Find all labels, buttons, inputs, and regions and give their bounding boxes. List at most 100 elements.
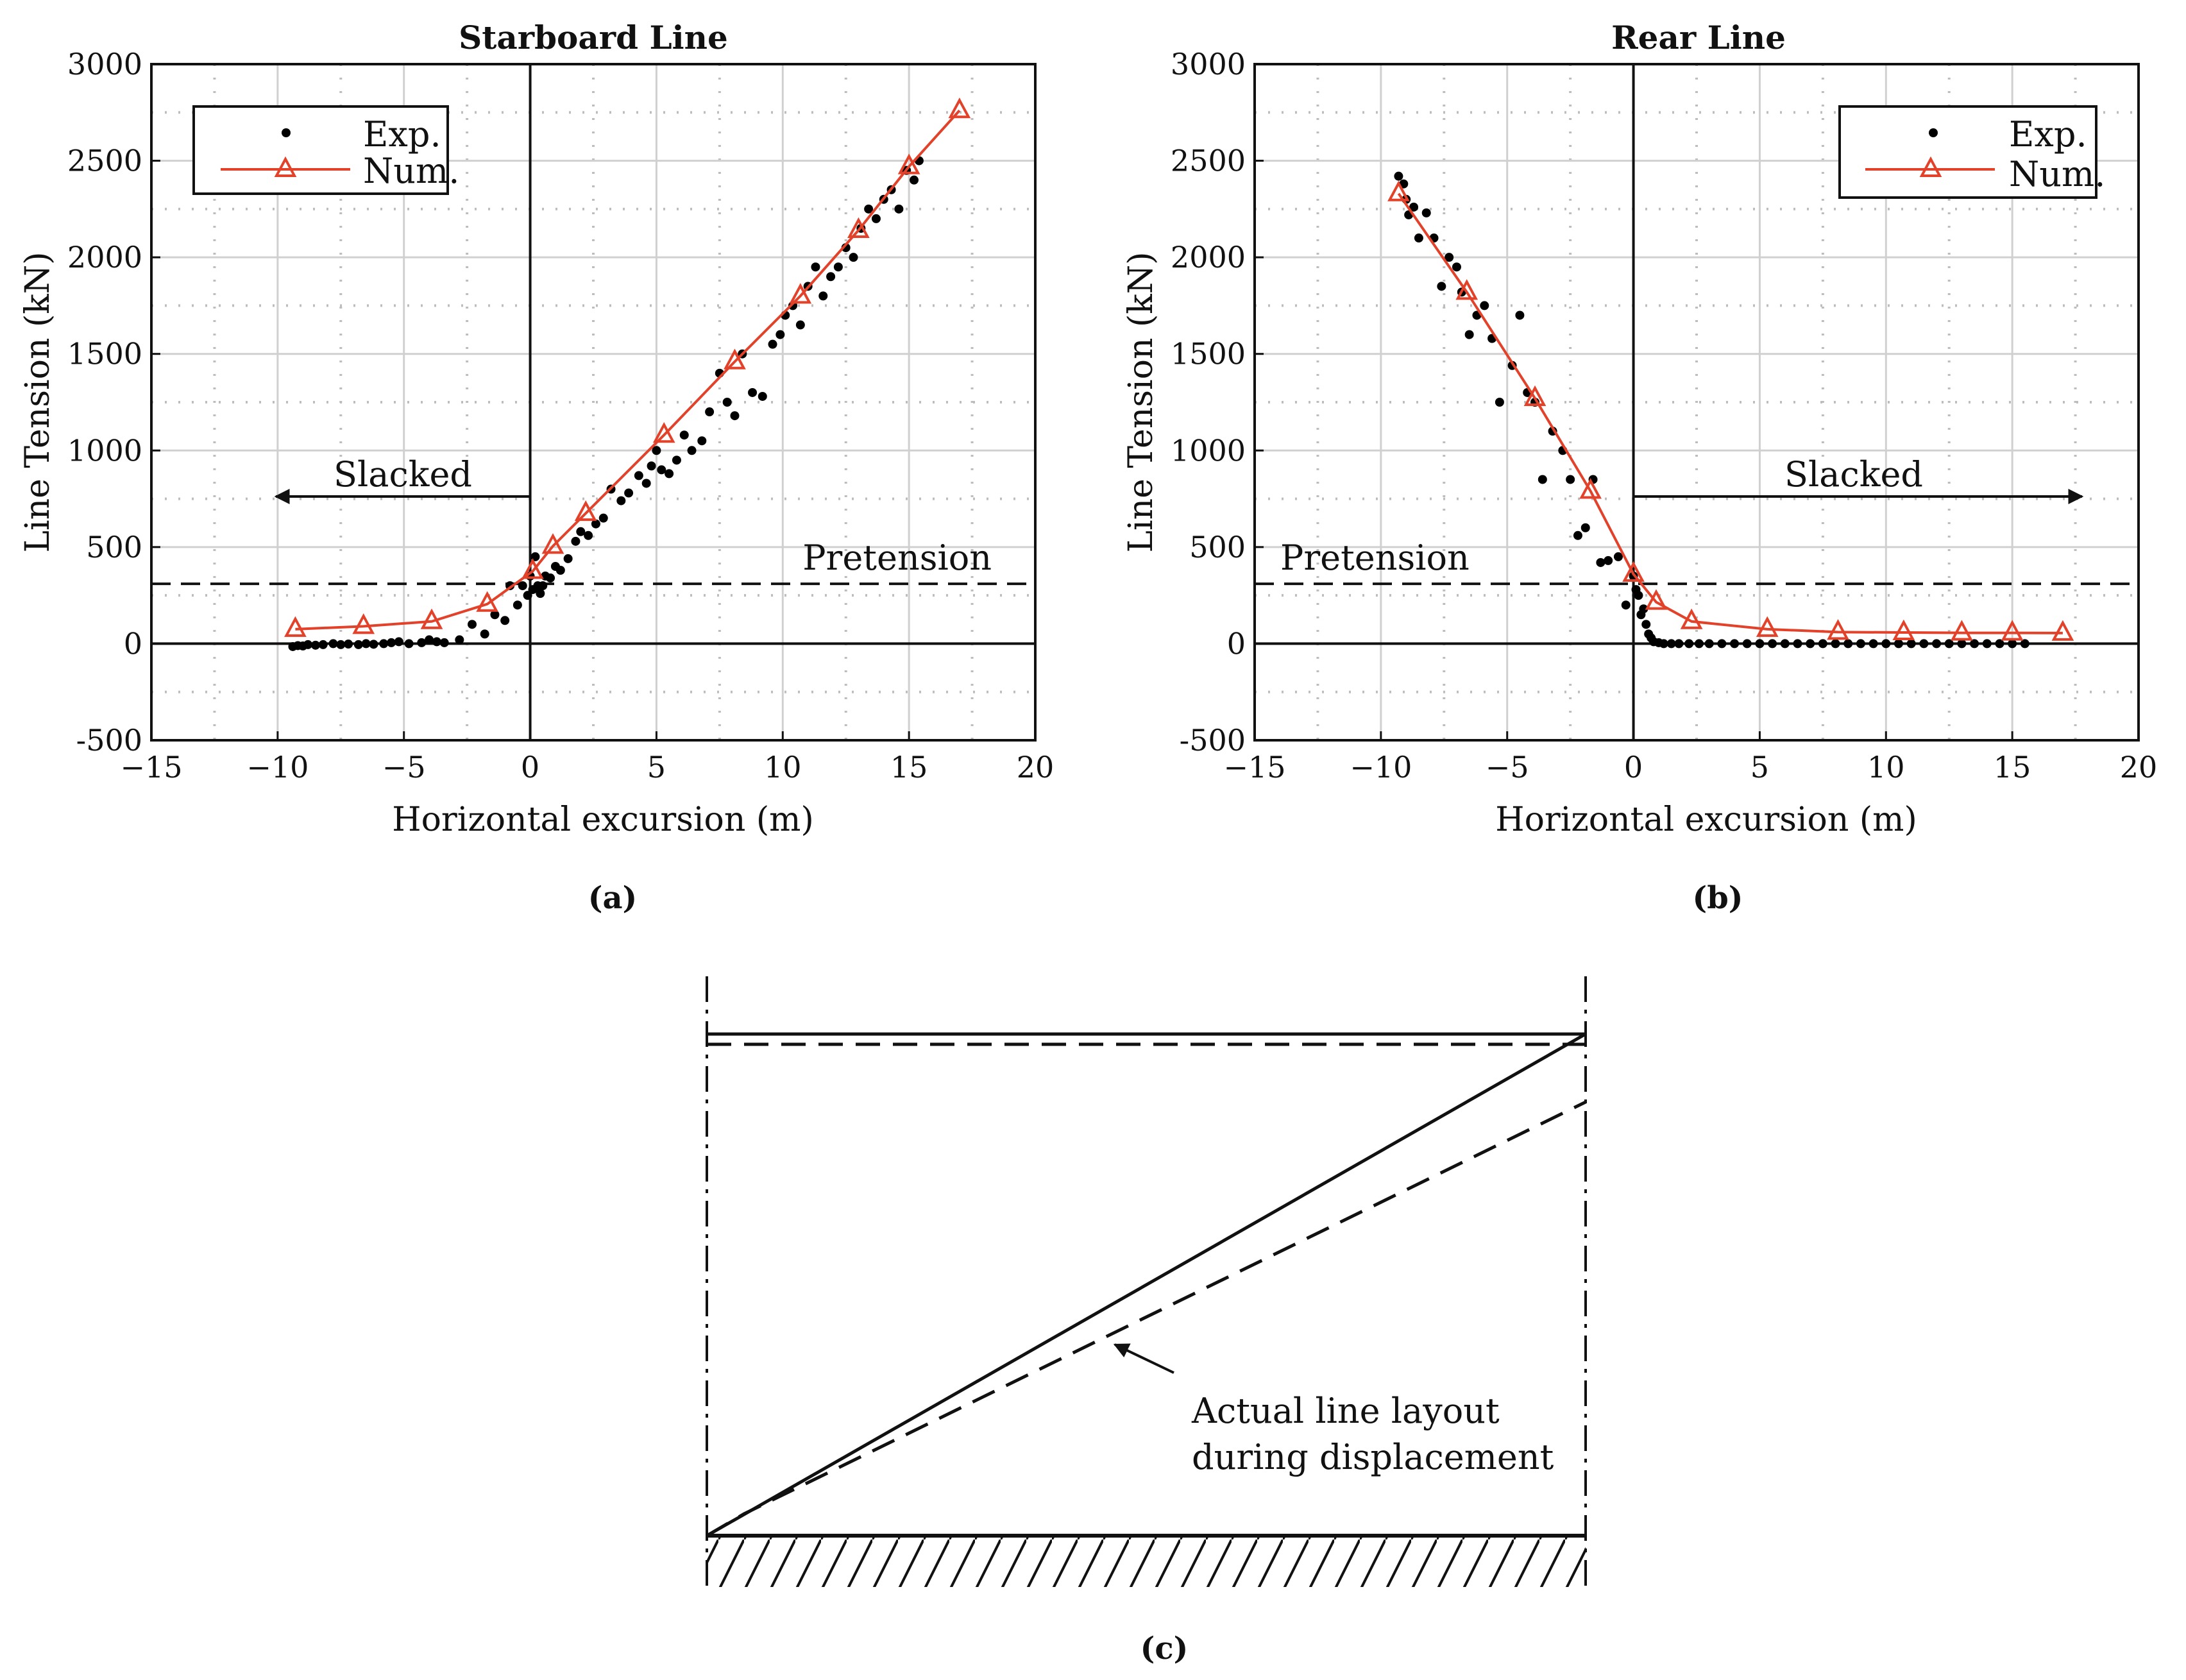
panel-a-exp-point <box>379 639 389 649</box>
panel-a-exp-point <box>584 530 593 540</box>
panel-b-exp-point <box>2020 639 2029 649</box>
panel-a-axes-frame <box>150 63 1037 742</box>
panel-a-num-point <box>284 616 307 637</box>
panel-a-exp-point <box>910 175 919 185</box>
panel-a-y-tick-label: 500 <box>86 530 142 564</box>
panel-b-exp-point <box>1421 208 1431 217</box>
panel-b-exp-point <box>1982 639 1992 649</box>
panel-a-exp-point <box>657 465 666 475</box>
panel-b-legend: Exp. Num. <box>1838 105 2105 199</box>
panel-b-y-tick-label: 1500 <box>1171 337 1246 371</box>
panel-a-exp-point <box>730 411 740 421</box>
panel-b-exp-point <box>1944 639 1954 649</box>
panel-a-exp-point <box>641 479 651 488</box>
panel-b-x-axis-label: Horizontal excursion (m) <box>1495 801 1917 839</box>
panel-b-axes-frame <box>1253 63 2140 742</box>
panel-a-exp-point <box>387 638 396 647</box>
panel-b-num-point <box>1680 608 1703 629</box>
panel-b-y-tick-label: 500 <box>1189 530 1246 564</box>
panel-b-x-tick-label: 0 <box>1624 750 1643 785</box>
panel-b-x-tick-label: 15 <box>1994 750 2031 785</box>
panel-a-exp-point <box>318 640 328 649</box>
panel-b-exp-point <box>1580 523 1590 532</box>
panel-a-exp-point <box>826 272 836 282</box>
panel-a-x-tick-label: −10 <box>246 750 309 785</box>
panel-a-x-tick-label: 20 <box>1017 750 1055 785</box>
panel-a-x-tick-label: 0 <box>521 750 539 785</box>
panel-a-caption: (a) <box>588 880 638 916</box>
panel-a-legend-exp-marker <box>282 128 291 137</box>
panel-a-x-tick-label: 15 <box>890 750 928 785</box>
panel-a-exp-point <box>518 581 527 591</box>
panel-b-exp-point <box>1881 639 1891 649</box>
panel-b-exp-point <box>1674 639 1684 649</box>
panel-b-num-point <box>1756 616 1779 637</box>
panel-b-exp-point <box>1621 600 1631 610</box>
panel-a-exp-point <box>624 488 634 498</box>
panel-b-exp-point <box>1818 639 1827 649</box>
panel-b-exp-point <box>1932 639 1942 649</box>
panel-a-exp-point <box>705 407 715 417</box>
panel-b-exp-point <box>1394 171 1403 181</box>
panel-c-caption: (c) <box>1140 1631 1189 1667</box>
panel-b-exp-point <box>1596 557 1606 567</box>
panel-a-exp-point <box>303 640 313 649</box>
panel-b-slacked-label: Slacked <box>1784 454 1923 495</box>
panel-b-pretension-label: Pretension <box>1280 538 1470 578</box>
panel-b-y-tick-label: 3000 <box>1171 47 1246 81</box>
panel-b-exp-point <box>1684 639 1694 649</box>
panel-b-exp-point <box>1906 639 1916 649</box>
panel-a-num-point <box>574 500 597 522</box>
panel-b-exp-point <box>1768 639 1777 649</box>
panel-a-y-tick-label: -500 <box>76 723 142 758</box>
panel-b-exp-point <box>1464 330 1474 339</box>
panel-b-series <box>1387 171 2074 649</box>
panel-b-num-point <box>2051 620 2074 641</box>
panel-a-exp-point <box>439 638 449 647</box>
panel-b-y-tick-label: 1000 <box>1171 433 1246 468</box>
panel-a-y-tick-label: 2500 <box>67 144 142 178</box>
panel-b-rear-line: −15 −10 −5 0 5 10 15 20 -500 0 500 1000 1500 2000 2500… <box>1122 19 2157 916</box>
panel-b-exp-point <box>2008 639 2017 649</box>
panel-a-exp-point <box>310 640 320 650</box>
panel-b-exp-point <box>1480 301 1489 310</box>
panel-b-legend-num: Num. <box>2009 154 2105 194</box>
panel-b-exp-point <box>1445 253 1454 262</box>
panel-a-exp-point <box>480 629 489 639</box>
panel-b-exp-point <box>1437 282 1446 291</box>
panel-a-exp-point <box>652 446 661 455</box>
panel-a-slacked-label: Slacked <box>334 454 472 495</box>
panel-a-exp-point <box>576 527 586 536</box>
panel-b-x-tick-label: −10 <box>1350 750 1412 785</box>
panel-a-y-axis-label: Line Tension (kN) <box>19 251 57 552</box>
panel-b-exp-point <box>1868 639 1878 649</box>
panel-a-exp-point <box>563 554 573 563</box>
panel-b-exp-point <box>1414 233 1423 243</box>
diagram-annotation-arrow <box>1113 1343 1174 1374</box>
panel-a-exp-point <box>697 436 707 446</box>
panel-a-num-point <box>476 591 498 612</box>
panel-b-x-tick-label: 5 <box>1750 750 1769 785</box>
panel-a-exp-point <box>455 635 464 645</box>
panel-b-exp-point <box>1634 591 1643 600</box>
panel-b-num-point <box>1387 180 1410 201</box>
panel-b-num-point <box>2001 620 2024 641</box>
panel-a-exp-point <box>336 640 346 649</box>
panel-a-legend-exp: Exp. <box>363 114 441 155</box>
panel-b-exp-point <box>1755 639 1765 649</box>
panel-b-x-tick-label: 10 <box>1867 750 1905 785</box>
panel-b-exp-point <box>1515 310 1525 320</box>
panel-a-exp-point <box>598 513 608 523</box>
panel-a-exp-point <box>536 589 545 598</box>
panel-a-num-point <box>724 348 746 369</box>
panel-a-exp-point <box>833 262 843 272</box>
panel-a-exp-point <box>432 637 441 647</box>
panel-a-starboard-line: −15 −10 −5 0 5 10 15 20 -500 0 500 1000 1500 2000 2500… <box>19 19 1054 916</box>
panel-a-exp-point <box>758 391 767 401</box>
panel-a-num-point <box>420 608 443 629</box>
panel-a-exp-point <box>417 638 427 647</box>
panel-a-exp-point <box>500 616 510 625</box>
panel-a-exp-point <box>818 291 828 301</box>
panel-b-title: Rear Line <box>1611 19 1786 56</box>
panel-b-exp-point <box>1970 639 1979 649</box>
